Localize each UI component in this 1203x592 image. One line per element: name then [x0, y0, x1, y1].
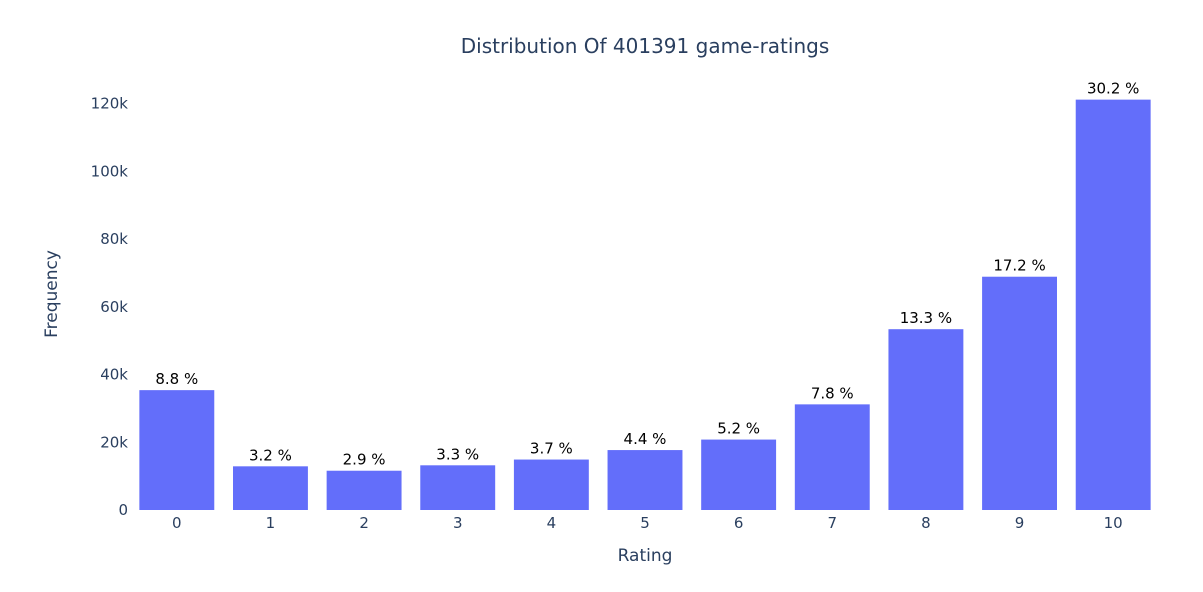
bar-rating-10 — [1075, 99, 1151, 511]
y-axis-title: Frequency — [42, 250, 62, 338]
y-axis-ticks: 0 20k 40k 60k 80k 100k 120k — [91, 95, 129, 519]
y-tick-label: 60k — [100, 298, 128, 316]
x-tick-label: 9 — [1015, 514, 1025, 532]
y-tick-label: 0 — [118, 501, 128, 519]
x-tick-label: 8 — [921, 514, 931, 532]
bar-rating-1 — [233, 466, 308, 510]
x-tick-label: 10 — [1104, 514, 1123, 532]
y-tick-label: 20k — [100, 433, 128, 451]
chart-title: Distribution Of 401391 game-ratings — [461, 34, 830, 58]
bar-rating-2 — [326, 470, 402, 510]
data-label-rating-8: 13.3 % — [900, 309, 952, 327]
bar-rating-5 — [607, 450, 683, 510]
data-label-rating-6: 5.2 % — [717, 420, 760, 438]
data-label-rating-3: 3.3 % — [436, 445, 479, 463]
x-tick-label: 4 — [547, 514, 557, 532]
x-tick-label: 0 — [172, 514, 182, 532]
x-tick-label: 2 — [359, 514, 369, 532]
data-label-rating-7: 7.8 % — [811, 384, 854, 402]
bar-rating-8 — [888, 329, 964, 510]
x-tick-label: 6 — [734, 514, 744, 532]
data-label-rating-10: 30.2 % — [1087, 80, 1139, 98]
data-label-rating-1: 3.2 % — [249, 446, 292, 464]
y-tick-label: 100k — [91, 162, 129, 180]
y-tick-label: 120k — [91, 95, 129, 113]
bar-rating-3 — [420, 465, 496, 510]
bar-rating-4 — [513, 459, 589, 510]
x-tick-label: 1 — [266, 514, 276, 532]
x-tick-label: 5 — [640, 514, 650, 532]
bar-rating-0 — [139, 390, 215, 510]
x-tick-label: 3 — [453, 514, 463, 532]
data-label-rating-9: 17.2 % — [993, 257, 1045, 275]
data-label-rating-4: 3.7 % — [530, 440, 573, 458]
bar-rating-9 — [982, 276, 1057, 510]
y-tick-label: 80k — [100, 230, 128, 248]
y-tick-label: 40k — [100, 366, 128, 384]
data-label-rating-0: 8.8 % — [155, 370, 198, 388]
bar-rating-6 — [701, 439, 777, 510]
x-tick-label: 7 — [827, 514, 837, 532]
bar-rating-7 — [794, 404, 870, 510]
data-labels-group: 8.8 % 3.2 % 2.9 % 3.3 % 3.7 % 4.4 % 5.2 % 7.8 %… — [155, 80, 1139, 469]
data-label-rating-5: 4.4 % — [624, 430, 667, 448]
data-label-rating-2: 2.9 % — [343, 451, 386, 469]
bars-group — [139, 99, 1151, 511]
x-axis-title: Rating — [618, 546, 673, 566]
x-axis-ticks: 0 1 2 3 4 5 6 7 8 9 10 — [172, 514, 1123, 532]
